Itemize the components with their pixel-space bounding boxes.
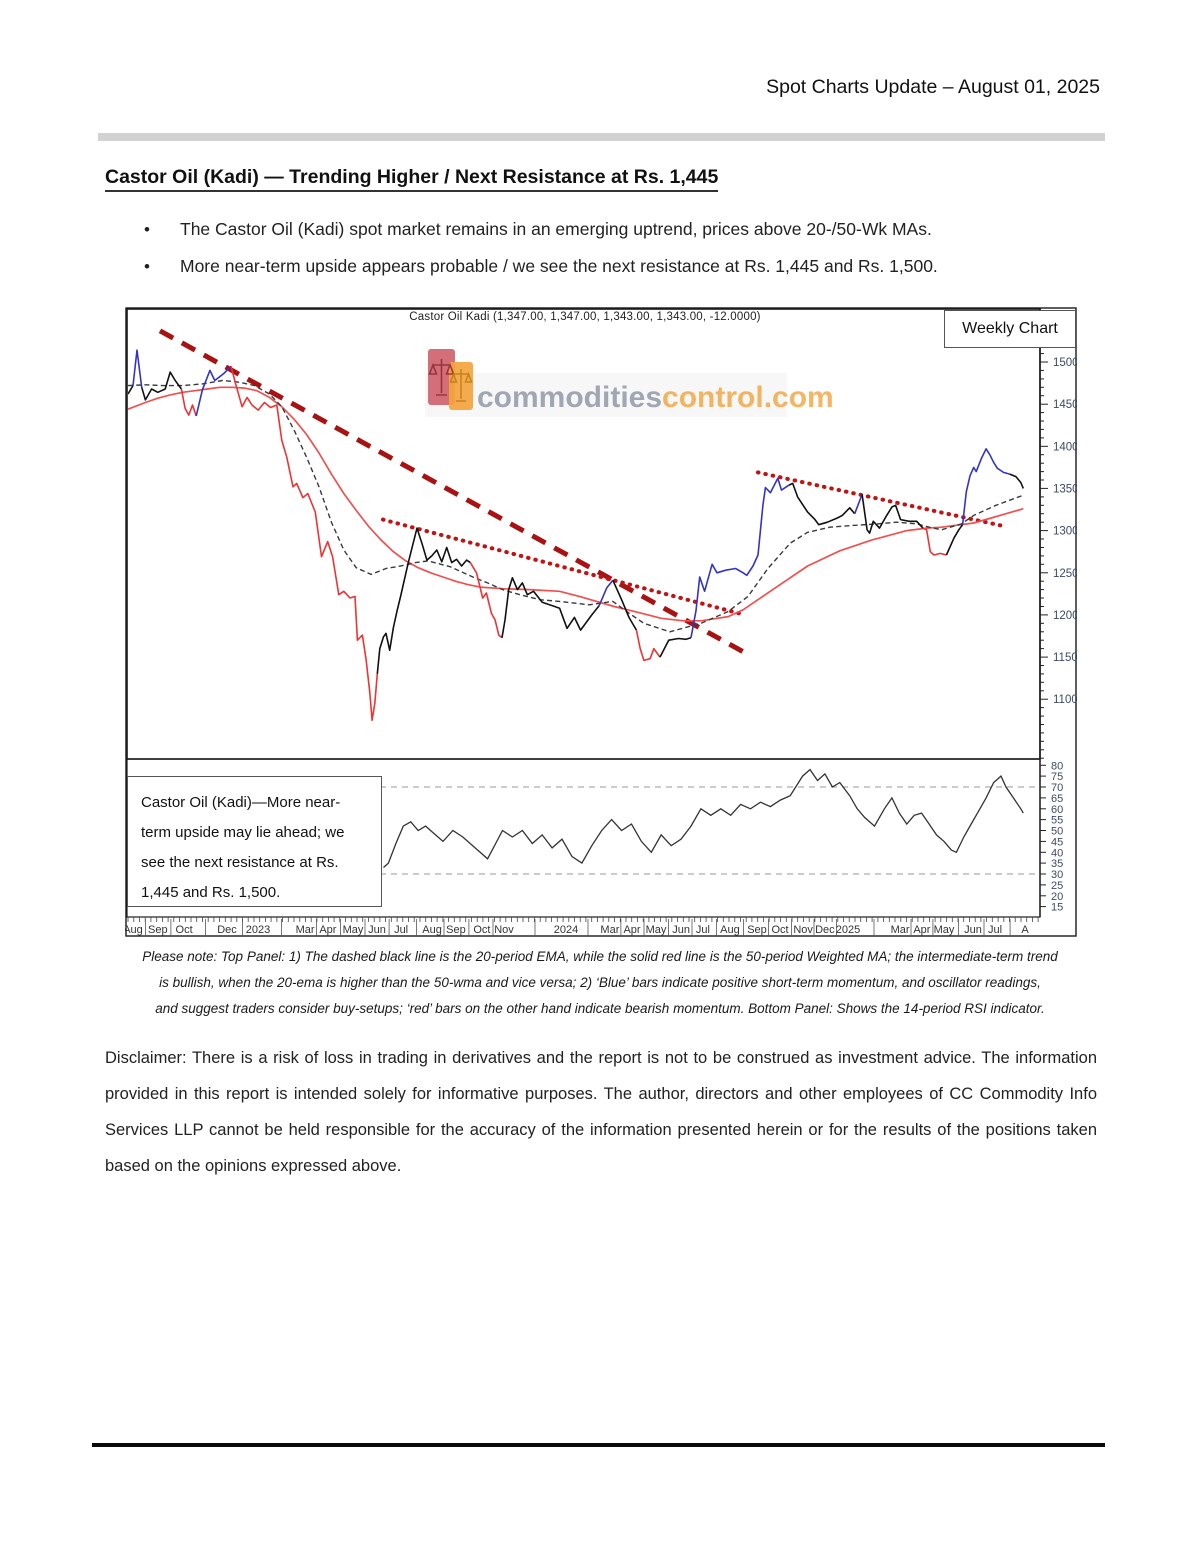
section-heading: Castor Oil (Kadi) — Trending Higher / Ne… — [105, 166, 719, 192]
svg-text:Aug: Aug — [720, 924, 740, 936]
svg-text:55: 55 — [1051, 815, 1063, 827]
svg-text:1450: 1450 — [1053, 399, 1077, 411]
svg-text:Apr: Apr — [623, 924, 640, 936]
svg-text:Mar: Mar — [600, 924, 619, 936]
svg-text:May: May — [646, 924, 667, 936]
disclaimer-paragraph: Disclaimer: There is a risk of loss in t… — [105, 1049, 1097, 1175]
svg-text:1150: 1150 — [1053, 652, 1077, 664]
x-axis: Aug Sep Oct Dec 2023 Mar Apr May Jun Jul Aug Sep Oct… — [125, 917, 1039, 936]
svg-text:2024: 2024 — [554, 924, 578, 936]
svg-text:1350: 1350 — [1053, 483, 1077, 495]
svg-text:30: 30 — [1051, 869, 1063, 881]
svg-text:2023: 2023 — [246, 924, 270, 936]
svg-text:May: May — [343, 924, 364, 936]
svg-text:35: 35 — [1051, 858, 1063, 870]
rsi-series — [383, 768, 1024, 868]
svg-text:Jul: Jul — [394, 924, 408, 936]
svg-text:50: 50 — [1051, 826, 1063, 838]
note-paragraph: Please note: Top Panel: 1) The dashed bl… — [100, 944, 1100, 1022]
svg-text:1200: 1200 — [1053, 610, 1077, 622]
svg-text:Jul: Jul — [696, 924, 710, 936]
svg-text:Mar: Mar — [296, 924, 315, 936]
note-line: and suggest traders consider buy-setups;… — [155, 1001, 1045, 1016]
svg-text:75: 75 — [1051, 771, 1063, 783]
svg-text:25: 25 — [1051, 880, 1063, 892]
svg-text:Oct: Oct — [176, 924, 193, 936]
weekly-chart-badge: Weekly Chart — [944, 310, 1076, 348]
svg-text:40: 40 — [1051, 847, 1063, 859]
svg-text:Apr: Apr — [913, 924, 930, 936]
bullet-list: The Castor Oil (Kadi) spot market remain… — [140, 218, 1100, 292]
watermark: commoditiescontrol.com — [425, 349, 834, 417]
annotation-line: term upside may lie ahead; we — [141, 824, 345, 841]
svg-text:Dec: Dec — [815, 924, 835, 936]
bullet-item: The Castor Oil (Kadi) spot market remain… — [140, 218, 1100, 241]
svg-text:Sep: Sep — [747, 924, 767, 936]
annotation-line: Castor Oil (Kadi)—More near- — [141, 794, 341, 811]
bullet-item: More near-term upside appears probable /… — [140, 255, 1100, 278]
svg-text:1250: 1250 — [1053, 568, 1077, 580]
chart-title: Castor Oil Kadi (1,347.00, 1,347.00, 1,3… — [409, 311, 761, 323]
price-axis: 1100 1150 1200 1250 1300 1350 1400 1450 1500 — [1040, 344, 1077, 759]
svg-text:20: 20 — [1051, 891, 1063, 903]
svg-text:Mar: Mar — [891, 924, 910, 936]
svg-text:Aug: Aug — [125, 924, 143, 936]
svg-text:Jul: Jul — [988, 924, 1002, 936]
svg-text:Jun: Jun — [368, 924, 386, 936]
header-divider-bar — [98, 133, 1105, 141]
svg-text:Dec: Dec — [217, 924, 237, 936]
svg-text:Jun: Jun — [964, 924, 982, 936]
svg-text:Sep: Sep — [446, 924, 466, 936]
annotation-line: see the next resistance at Rs. — [141, 854, 339, 871]
svg-text:70: 70 — [1051, 782, 1063, 794]
svg-text:Nov: Nov — [494, 924, 514, 936]
svg-text:2025: 2025 — [836, 924, 860, 936]
svg-text:Jun: Jun — [672, 924, 690, 936]
price-panel-series — [128, 328, 1025, 722]
svg-text:45: 45 — [1051, 836, 1063, 848]
svg-text:60: 60 — [1051, 804, 1063, 816]
note-line: Please note: Top Panel: 1) The dashed bl… — [142, 949, 1058, 964]
svg-text:commoditiescontrol.com: commoditiescontrol.com — [477, 381, 834, 414]
chart-figure: commoditiescontrol.com 1100 1150 1200 1250 13… — [125, 307, 1077, 937]
svg-text:Sep: Sep — [148, 924, 168, 936]
svg-text:May: May — [934, 924, 955, 936]
chart-annotation-box: Castor Oil (Kadi)—More near- term upside… — [127, 776, 382, 907]
svg-text:Nov: Nov — [793, 924, 813, 936]
annotation-line: 1,445 and Rs. 1,500. — [141, 884, 281, 901]
svg-text:1500: 1500 — [1053, 357, 1077, 369]
svg-text:65: 65 — [1051, 793, 1063, 805]
svg-text:1100: 1100 — [1053, 694, 1077, 706]
svg-text:80: 80 — [1051, 760, 1063, 772]
note-line: is bullish, when the 20-ema is higher th… — [159, 975, 1041, 990]
bottom-rule — [92, 1443, 1105, 1447]
price-rsi-chart: commoditiescontrol.com 1100 1150 1200 1250 13… — [125, 307, 1077, 937]
svg-text:Oct: Oct — [473, 924, 490, 936]
page-header: Spot Charts Update – August 01, 2025 — [766, 76, 1100, 98]
svg-text:A: A — [1021, 924, 1029, 936]
section-heading-text: Castor Oil (Kadi) — Trending Higher / Ne… — [105, 166, 719, 192]
svg-text:Apr: Apr — [319, 924, 336, 936]
svg-text:1400: 1400 — [1053, 441, 1077, 453]
svg-text:1300: 1300 — [1053, 526, 1077, 538]
svg-text:Oct: Oct — [771, 924, 788, 936]
svg-text:Aug: Aug — [422, 924, 442, 936]
svg-text:15: 15 — [1051, 902, 1063, 914]
